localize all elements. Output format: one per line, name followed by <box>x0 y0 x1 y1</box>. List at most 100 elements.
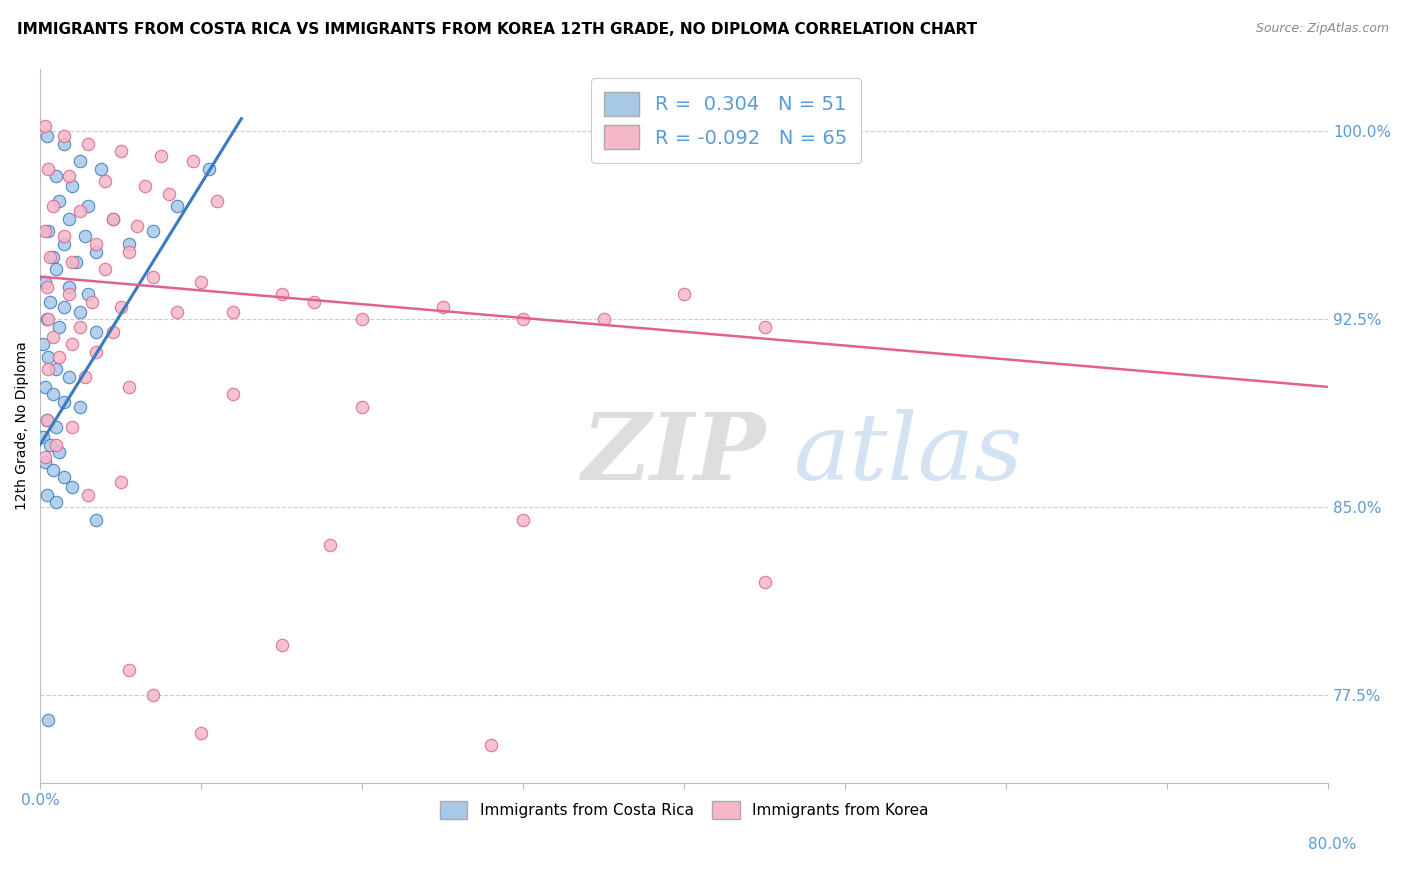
Text: atlas: atlas <box>793 409 1024 500</box>
Text: IMMIGRANTS FROM COSTA RICA VS IMMIGRANTS FROM KOREA 12TH GRADE, NO DIPLOMA CORRE: IMMIGRANTS FROM COSTA RICA VS IMMIGRANTS… <box>17 22 977 37</box>
Point <box>142 269 165 284</box>
Point <box>673 287 696 301</box>
Point <box>149 149 172 163</box>
Point <box>86 325 108 339</box>
Point <box>48 350 70 364</box>
Point <box>432 300 454 314</box>
Point <box>592 312 614 326</box>
Point <box>166 304 188 318</box>
Point <box>69 400 91 414</box>
Point <box>37 312 59 326</box>
Point <box>93 174 115 188</box>
Point <box>35 412 58 426</box>
Point <box>181 154 204 169</box>
Point <box>45 262 67 277</box>
Point <box>58 169 80 184</box>
Point <box>53 129 76 144</box>
Point <box>190 726 212 740</box>
Point <box>118 663 141 677</box>
Point <box>90 161 112 176</box>
Point <box>58 279 80 293</box>
Point <box>60 420 83 434</box>
Point <box>101 325 124 339</box>
Point <box>45 495 67 509</box>
Point <box>42 463 65 477</box>
Text: Source: ZipAtlas.com: Source: ZipAtlas.com <box>1256 22 1389 36</box>
Point <box>35 279 58 293</box>
Point <box>42 250 65 264</box>
Point <box>45 437 67 451</box>
Point <box>198 161 221 176</box>
Point <box>118 380 141 394</box>
Point <box>38 294 60 309</box>
Point <box>48 194 70 209</box>
Point <box>65 254 87 268</box>
Text: 80.0%: 80.0% <box>1309 837 1357 852</box>
Point <box>118 244 141 259</box>
Point <box>270 287 292 301</box>
Point <box>86 344 108 359</box>
Point <box>69 319 91 334</box>
Point <box>53 300 76 314</box>
Point <box>110 300 132 314</box>
Point <box>86 237 108 252</box>
Point <box>35 312 58 326</box>
Point <box>38 250 60 264</box>
Point <box>34 380 56 394</box>
Point <box>60 179 83 194</box>
Point <box>77 136 100 151</box>
Point <box>58 287 80 301</box>
Point <box>69 304 91 318</box>
Point <box>45 420 67 434</box>
Point <box>32 337 55 351</box>
Point <box>754 575 776 590</box>
Point <box>42 199 65 213</box>
Point <box>53 229 76 244</box>
Point <box>77 199 100 213</box>
Point <box>157 186 180 201</box>
Point <box>352 400 374 414</box>
Point <box>48 445 70 459</box>
Point <box>58 211 80 226</box>
Point <box>222 304 245 318</box>
Point <box>53 237 76 252</box>
Point <box>101 211 124 226</box>
Text: ZIP: ZIP <box>581 409 765 500</box>
Point <box>35 412 58 426</box>
Point <box>75 229 97 244</box>
Point <box>45 362 67 376</box>
Point <box>352 312 374 326</box>
Point <box>37 362 59 376</box>
Point <box>80 294 103 309</box>
Point <box>125 219 148 234</box>
Point <box>42 387 65 401</box>
Point <box>45 169 67 184</box>
Point <box>479 739 502 753</box>
Point <box>93 262 115 277</box>
Y-axis label: 12th Grade, No Diploma: 12th Grade, No Diploma <box>15 342 30 510</box>
Point <box>32 430 55 444</box>
Point <box>86 244 108 259</box>
Point <box>60 254 83 268</box>
Point <box>205 194 228 209</box>
Point <box>77 287 100 301</box>
Point <box>110 475 132 490</box>
Point <box>69 154 91 169</box>
Point <box>37 161 59 176</box>
Point <box>35 488 58 502</box>
Point <box>166 199 188 213</box>
Point <box>37 714 59 728</box>
Point <box>512 513 534 527</box>
Point <box>53 395 76 409</box>
Point <box>86 513 108 527</box>
Point <box>58 370 80 384</box>
Point <box>142 688 165 702</box>
Point <box>37 225 59 239</box>
Point <box>34 275 56 289</box>
Point <box>53 136 76 151</box>
Point <box>319 538 342 552</box>
Point <box>270 638 292 652</box>
Point <box>34 225 56 239</box>
Point <box>53 470 76 484</box>
Point <box>34 450 56 464</box>
